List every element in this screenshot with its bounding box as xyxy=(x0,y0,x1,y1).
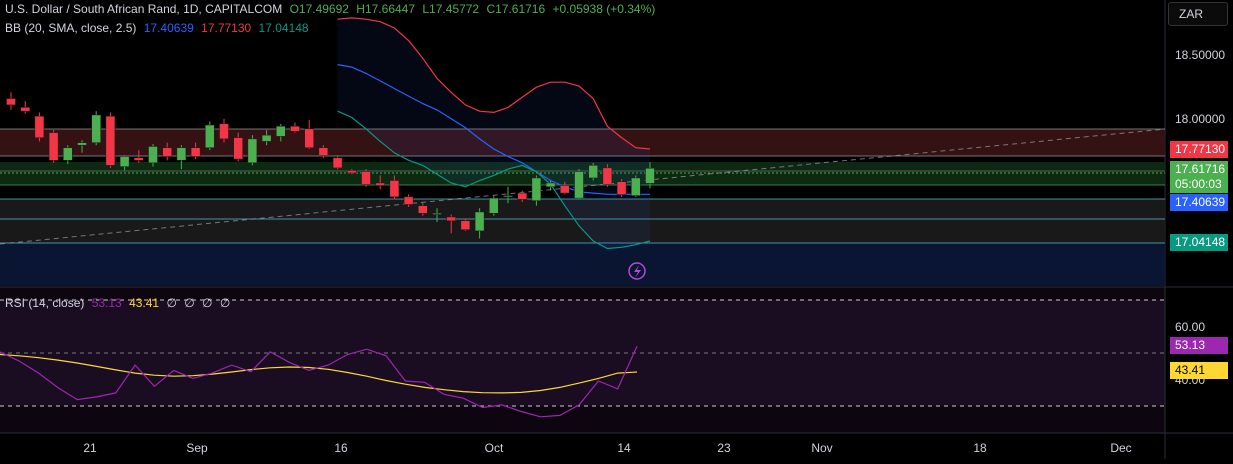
candle-body xyxy=(403,196,414,205)
candle-body xyxy=(318,147,329,156)
candle-body xyxy=(489,197,499,214)
bb-legend: BB (20, SMA, close, 2.5) 17.40639 17.771… xyxy=(5,21,313,35)
symbol-title[interactable]: U.S. Dollar / South African Rand, 1D, CA… xyxy=(5,2,283,16)
candle-body xyxy=(418,205,428,214)
candle-body xyxy=(574,171,584,199)
candle-body xyxy=(389,180,400,198)
bb-fill xyxy=(337,17,650,249)
rsi-line xyxy=(0,345,638,418)
bb-basis-line xyxy=(337,64,650,195)
candle-body xyxy=(616,181,627,195)
candle-body xyxy=(233,137,243,160)
candle-body xyxy=(48,132,59,161)
bb-upper-line xyxy=(337,17,651,150)
upper-band-badge: 17.77130 xyxy=(1170,141,1228,158)
rsi-badge: 53.13 xyxy=(1170,337,1228,354)
rsi-ma-line xyxy=(0,353,638,394)
close-value: C17.61716 xyxy=(486,2,546,16)
candle-body xyxy=(63,147,73,161)
rsi-extra-4: ∅ xyxy=(219,296,231,310)
candle-body xyxy=(588,165,598,179)
rsi-value: 53.13 xyxy=(91,296,122,310)
candle-body xyxy=(545,182,556,188)
rsi-ma-badge: 43.41 xyxy=(1170,362,1228,379)
basis-badge: 17.40639 xyxy=(1170,194,1228,211)
symbol-header: U.S. Dollar / South African Rand, 1D, CA… xyxy=(5,2,659,16)
candle-body xyxy=(162,147,172,157)
candle-body xyxy=(134,157,144,161)
rsi-legend: RSI (14, close) 53.13 43.41 ∅ ∅ ∅ ∅ xyxy=(5,296,234,310)
rsi-zone xyxy=(0,300,1165,406)
time-label-14: 14 xyxy=(617,441,631,455)
low-value: L17.45772 xyxy=(422,2,480,16)
candle-body xyxy=(148,146,158,164)
time-label-oct: Oct xyxy=(484,441,504,455)
bb-upper-value: 17.77130 xyxy=(201,21,252,35)
candle-body xyxy=(560,185,570,194)
countdown-badge: 05:00:03 xyxy=(1170,176,1228,193)
change-value: +0.05938 (+0.34%) xyxy=(552,2,656,16)
lightning-icon xyxy=(628,262,646,280)
bb-lower-value: 17.04148 xyxy=(258,21,309,35)
candle-body xyxy=(176,147,187,161)
high-value: H17.66447 xyxy=(356,2,416,16)
time-label-nov: Nov xyxy=(811,441,833,455)
lower-band-badge: 17.04148 xyxy=(1170,234,1228,251)
rsi-extra-1: ∅ xyxy=(166,296,177,310)
bb-label[interactable]: BB (20, SMA, close, 2.5) xyxy=(5,21,137,35)
time-label-16: 16 xyxy=(334,441,348,455)
candle-body xyxy=(332,157,343,169)
candle-body xyxy=(91,114,101,143)
rsi-extra-2: ∅ xyxy=(184,296,195,310)
candle-body xyxy=(347,170,357,174)
bb-basis-value: 17.40639 xyxy=(143,21,194,35)
candle-body xyxy=(190,147,201,157)
candle-body xyxy=(261,134,272,142)
candle-body xyxy=(645,167,655,184)
lightning-icon xyxy=(634,265,641,278)
last-price-badge: 17.61716 xyxy=(1170,161,1228,178)
candle-body xyxy=(20,107,30,112)
candle-body xyxy=(474,211,485,232)
candle-body xyxy=(361,171,371,185)
rsi-label[interactable]: RSI (14, close) xyxy=(5,296,85,310)
price-tick-1: 18.50000 xyxy=(1175,48,1226,62)
candle-body xyxy=(460,220,471,230)
rsi-extra-3: ∅ xyxy=(202,296,213,310)
time-label-21: 21 xyxy=(83,441,97,455)
open-value: O17.49692 xyxy=(289,2,349,16)
rsi-tick-60: 60.00 xyxy=(1175,320,1206,334)
candle-body xyxy=(6,98,16,106)
rsi-ma-value: 43.41 xyxy=(129,296,160,310)
candle-body xyxy=(375,182,385,186)
time-label-23: 23 xyxy=(717,441,731,455)
candle-body xyxy=(77,142,87,146)
price-tick-2: 18.00000 xyxy=(1175,112,1226,126)
currency-button[interactable]: ZAR xyxy=(1168,2,1228,26)
bb-lower-line xyxy=(337,110,651,250)
candle-body xyxy=(276,126,286,137)
candle-body xyxy=(517,192,527,200)
candle-body xyxy=(446,216,456,222)
candle-body xyxy=(119,156,130,167)
candle-body xyxy=(531,177,542,201)
candle-body xyxy=(432,212,442,215)
candle-body xyxy=(602,167,613,185)
candle-body xyxy=(290,126,300,132)
grey-zone xyxy=(0,199,1165,243)
candle-body xyxy=(503,195,513,198)
time-label-18: 18 xyxy=(973,441,987,455)
candle-body xyxy=(34,115,45,138)
candle-body xyxy=(205,124,215,148)
candle-body xyxy=(304,128,314,148)
time-label-sep: Sep xyxy=(186,441,208,455)
time-label-dec: Dec xyxy=(1110,441,1132,455)
candle-body xyxy=(219,123,229,140)
candle-body xyxy=(247,138,258,164)
blue-zone xyxy=(0,243,1165,286)
candle-body xyxy=(631,177,641,196)
candle-body xyxy=(105,115,116,166)
